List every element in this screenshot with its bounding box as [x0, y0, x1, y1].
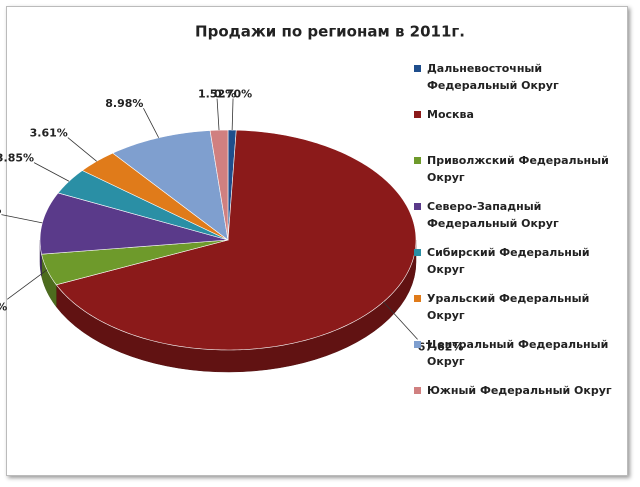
leader-line: [1, 214, 43, 224]
legend-swatch: [414, 387, 421, 394]
legend-swatch: [414, 295, 421, 302]
leader-line: [383, 301, 418, 340]
chart-title: Продажи по регионам в 2011г.: [195, 23, 465, 41]
legend-swatch: [414, 111, 421, 118]
leader-line: [143, 108, 160, 138]
legend-swatch: [414, 203, 421, 210]
data-label: 1.52%: [198, 88, 236, 101]
legend-label: Москва: [427, 108, 474, 121]
data-label: 8.98%: [105, 97, 143, 110]
legend-item: Москва: [414, 106, 619, 152]
data-label: 67.62%: [418, 340, 464, 353]
leader-line: [6, 269, 48, 300]
legend-item: Сибирский Федеральный Округ: [414, 244, 619, 290]
legend-item: Уральский Федеральный Округ: [414, 290, 619, 336]
legend-label: Северо-Западный Федеральный Округ: [427, 200, 559, 230]
data-label: 4.61%: [0, 300, 7, 313]
legend-item: Приволжский Федеральный Округ: [414, 152, 619, 198]
legend-item: Дальневосточный Федеральный Округ: [414, 60, 619, 106]
legend-label: Центральный Федеральный Округ: [427, 338, 609, 368]
slice: [39, 192, 229, 255]
slice: [55, 129, 417, 351]
slice: [57, 170, 229, 241]
legend-swatch: [414, 157, 421, 164]
leader-line: [67, 137, 97, 162]
legend-label: Южный Федеральный Округ: [427, 384, 612, 397]
legend-label: Дальневосточный Федеральный Округ: [427, 62, 559, 92]
legend-label: Сибирский Федеральный Округ: [427, 246, 590, 276]
leader-line: [231, 98, 234, 131]
legend-swatch: [414, 65, 421, 72]
leader-line: [33, 162, 70, 182]
data-label: 0.70%: [214, 88, 252, 101]
legend-swatch: [414, 249, 421, 256]
data-label: 9.10%: [0, 204, 1, 217]
legend-swatch: [414, 341, 421, 348]
legend-item: Центральный Федеральный Округ: [414, 336, 619, 382]
data-label: 3.61%: [30, 127, 68, 140]
legend-item: Южный Федеральный Округ: [414, 382, 619, 428]
legend-label: Уральский Федеральный Округ: [427, 292, 590, 322]
legend-label: Приволжский Федеральный Округ: [427, 154, 609, 184]
leader-line: [216, 98, 220, 131]
legend-item: Северо-Западный Федеральный Округ: [414, 198, 619, 244]
legend: Дальневосточный Федеральный Округ Москва П…: [414, 60, 619, 428]
chart-frame: [6, 6, 628, 476]
data-label: 3.85%: [0, 152, 34, 165]
